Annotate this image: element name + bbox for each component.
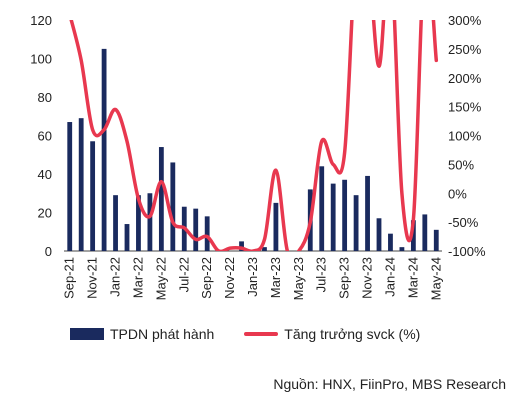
bar-Dec-23: [376, 218, 382, 251]
left-tick-label: 100: [30, 52, 52, 67]
left-tick-label: 80: [38, 90, 52, 105]
bar-Aug-22: [193, 208, 199, 251]
x-tick-label: Jul-22: [176, 257, 191, 292]
legend-bar-swatch: [70, 328, 104, 340]
bar-May-24: [433, 229, 439, 251]
legend-line-swatch: [244, 332, 279, 336]
x-tick-label: Nov-22: [222, 257, 237, 299]
right-tick-label: 300%: [448, 13, 482, 28]
right-tick-label: -50%: [448, 215, 479, 230]
x-axis-ticks: Sep-21 Nov-21 Jan-22 Mar-22 May-22 Jul-22 Sep-…: [62, 257, 444, 300]
right-tick-label: 100%: [448, 129, 482, 144]
combo-chart: 0 20 40 60 80 100 120 -100% -50% 0% 50% 100% 150% 20…: [30, 13, 486, 300]
left-axis-ticks: 0 20 40 60 80 100 120: [30, 13, 52, 259]
left-tick-label: 20: [38, 206, 52, 221]
bar-series: [67, 48, 439, 252]
right-tick-label: 200%: [448, 71, 482, 86]
bar-Feb-24: [399, 247, 405, 251]
x-tick-label: Jul-23: [314, 257, 329, 292]
source-note: Nguồn: HNX, FiinPro, MBS Research: [273, 376, 506, 392]
right-tick-label: 150%: [448, 100, 482, 115]
bar-Dec-21: [101, 48, 107, 251]
bar-Apr-22: [147, 193, 153, 251]
legend-item-bar: TPDN phát hành: [70, 326, 214, 342]
x-tick-label: Sep-21: [62, 257, 77, 299]
bar-Feb-22: [124, 224, 130, 251]
growth-line: [69, 20, 439, 251]
bar-Sep-21: [67, 122, 73, 252]
bar-Jun-22: [170, 162, 176, 251]
legend-item-line: Tăng trưởng svck (%): [244, 326, 420, 342]
bar-Mar-24: [410, 220, 416, 251]
right-tick-label: 50%: [448, 157, 474, 172]
left-tick-label: 40: [38, 167, 52, 182]
left-tick-label: 120: [30, 13, 52, 28]
bar-Oct-23: [353, 195, 359, 251]
bar-Apr-24: [422, 214, 428, 251]
legend: TPDN phát hành Tăng trưởng svck (%): [70, 326, 420, 342]
x-tick-label: Jan-24: [382, 257, 397, 297]
x-tick-label: Sep-22: [199, 257, 214, 299]
x-tick-label: Nov-23: [360, 257, 375, 299]
left-tick-label: 0: [45, 244, 52, 259]
bar-Jan-22: [113, 195, 118, 251]
x-tick-label: Mar-23: [268, 257, 283, 298]
right-axis-ticks: -100% -50% 0% 50% 100% 150% 200% 250% 300%: [448, 13, 486, 259]
bar-Dec-22: [239, 241, 244, 251]
x-tick-label: May-22: [153, 257, 168, 300]
x-tick-label: Jan-23: [245, 257, 260, 297]
bar-Aug-23: [330, 183, 336, 251]
bar-Jul-23: [319, 166, 325, 251]
bar-Sep-23: [342, 179, 348, 251]
bar-Sep-22: [204, 216, 210, 251]
bar-Oct-21: [78, 118, 84, 251]
right-tick-label: 250%: [448, 42, 482, 57]
bar-Nov-23: [365, 175, 370, 251]
x-tick-label: Sep-23: [337, 257, 352, 299]
x-tick-label: May-24: [428, 257, 443, 300]
right-tick-label: 0%: [448, 186, 467, 201]
x-tick-label: Mar-22: [130, 257, 145, 298]
bar-Mar-23: [273, 202, 279, 251]
bar-Feb-23: [262, 247, 267, 251]
bar-Nov-21: [90, 141, 96, 251]
x-tick-label: Mar-24: [405, 257, 420, 298]
x-tick-label: Nov-21: [85, 257, 100, 299]
legend-bar-label: TPDN phát hành: [110, 326, 215, 342]
legend-line-label: Tăng trưởng svck (%): [284, 326, 421, 342]
right-tick-label: -100%: [448, 244, 486, 259]
left-tick-label: 60: [38, 129, 52, 144]
bar-May-22: [158, 147, 164, 251]
bar-Jan-24: [388, 233, 393, 251]
x-tick-label: Jan-22: [108, 257, 123, 297]
bar-Mar-22: [136, 195, 141, 251]
x-tick-label: May-23: [291, 257, 306, 300]
